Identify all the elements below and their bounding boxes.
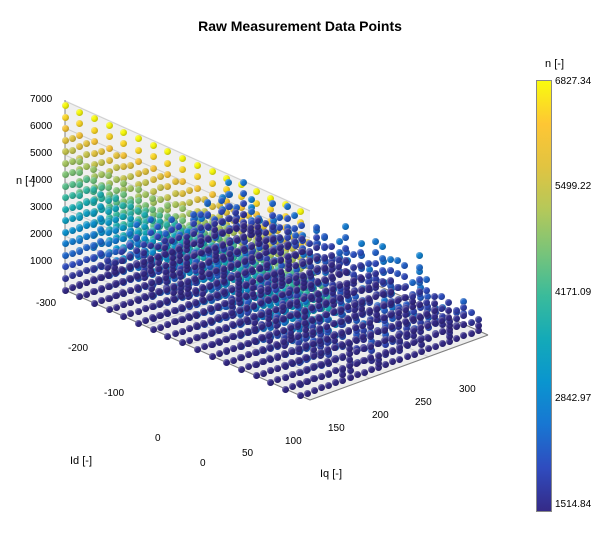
figure-root: { "chart": { "type": "scatter3d", "title…: [0, 0, 600, 536]
x-axis-label: Iq [-]: [320, 468, 342, 480]
x-tick: 150: [328, 423, 345, 434]
y-tick: 0: [155, 433, 161, 444]
z-tick: 7000: [30, 94, 52, 105]
colorbar-tick: 1514.84: [555, 499, 591, 510]
x-tick: 300: [459, 384, 476, 395]
z-tick: 5000: [30, 148, 52, 159]
y-tick: -200: [68, 343, 88, 354]
z-tick: 3000: [30, 202, 52, 213]
y-tick: -300: [36, 298, 56, 309]
colorbar-title: n [-]: [545, 58, 564, 70]
plot-3d-area: 1000 2000 3000 4000 5000 6000 7000 n [-]…: [10, 60, 500, 520]
x-tick: 50: [242, 448, 253, 459]
colorbar-tick: 5499.22: [555, 181, 591, 192]
z-tick: 2000: [30, 229, 52, 240]
z-tick: 1000: [30, 256, 52, 267]
colorbar-tick: 2842.97: [555, 393, 591, 404]
z-tick: 6000: [30, 121, 52, 132]
y-axis-label: Id [-]: [70, 455, 92, 467]
colorbar-tick: 4171.09: [555, 287, 591, 298]
x-tick: 0: [200, 458, 206, 469]
y-tick: -100: [104, 388, 124, 399]
x-tick: 200: [372, 410, 389, 421]
chart-title: Raw Measurement Data Points: [0, 18, 600, 34]
x-tick: 250: [415, 397, 432, 408]
x-tick: 100: [285, 436, 302, 447]
colorbar: 6827.34 5499.22 4171.09 2842.97 1514.84: [536, 80, 552, 512]
z-axis-label: n [-]: [16, 175, 35, 187]
colorbar-tick: 6827.34: [555, 76, 591, 87]
